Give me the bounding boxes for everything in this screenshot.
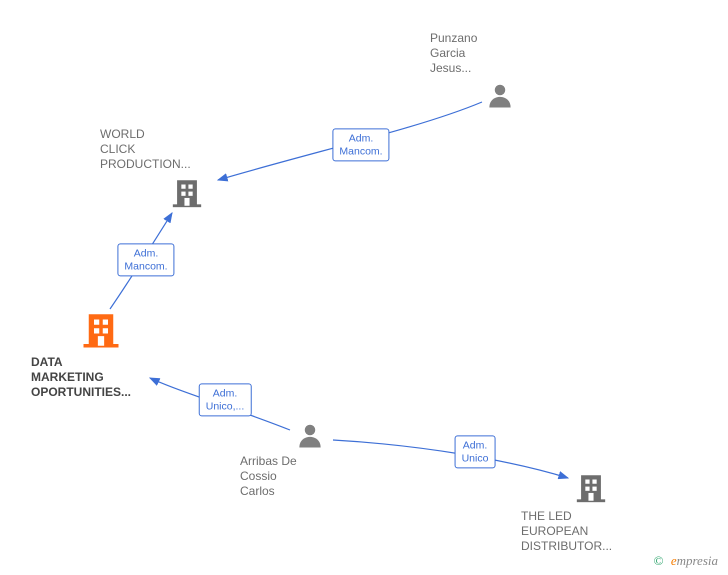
edge-label: Adm. Unico — [455, 435, 496, 468]
copyright-symbol: © — [654, 553, 664, 568]
node-label: Punzano Garcia Jesus... — [430, 31, 570, 76]
edge-label: Adm. Unico,... — [199, 383, 252, 416]
edge-label: Adm. Mancom. — [332, 128, 389, 161]
watermark: © empresia — [654, 553, 718, 569]
company-icon — [170, 176, 204, 210]
node-label: DATA MARKETING OPORTUNITIES... — [31, 355, 171, 400]
node-label: THE LED EUROPEAN DISTRIBUTOR... — [521, 509, 661, 554]
node-label: Arribas De Cossio Carlos — [240, 454, 380, 499]
person-icon — [485, 80, 515, 110]
edge-label: Adm. Mancom. — [117, 243, 174, 276]
company-icon — [574, 471, 608, 505]
company-icon — [80, 309, 122, 351]
person-icon — [295, 420, 325, 450]
node-label: WORLD CLICK PRODUCTION... — [100, 127, 240, 172]
brand-rest: mpresia — [677, 553, 718, 568]
